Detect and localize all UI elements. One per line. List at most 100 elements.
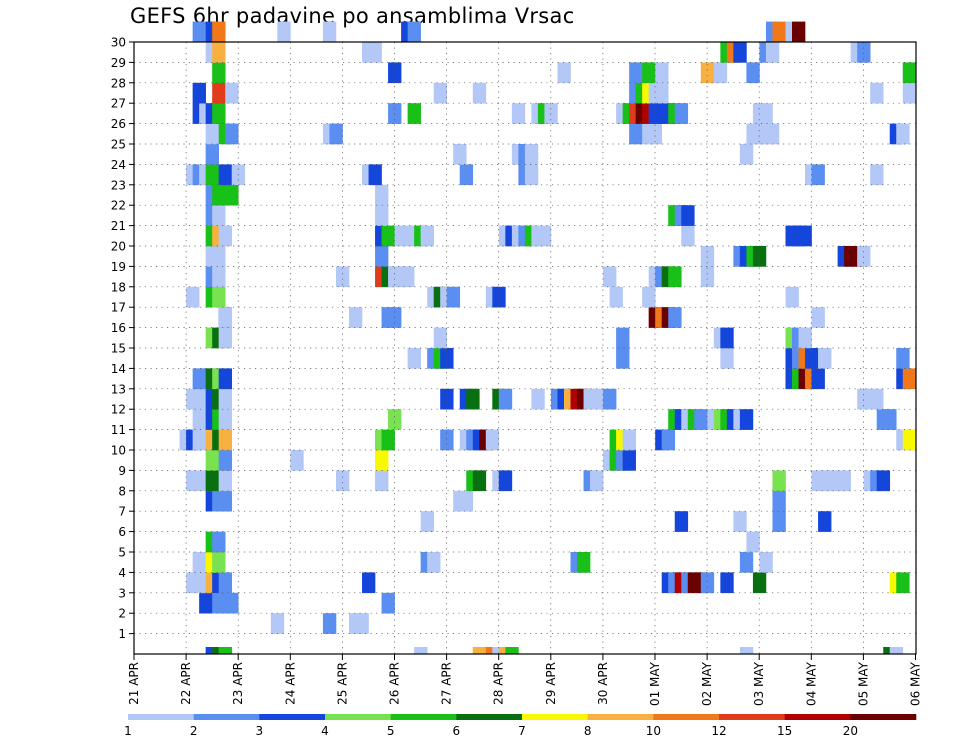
heatmap-cell [642, 62, 656, 84]
heatmap-cell [218, 409, 233, 430]
colorbar-label: 4 [321, 724, 329, 738]
heatmap-cell [433, 82, 448, 104]
heatmap-cell [498, 388, 513, 410]
heatmap-cell [772, 511, 786, 532]
heatmap-cell [446, 286, 461, 308]
heatmap-cell [485, 429, 500, 451]
heatmap-cell [537, 225, 552, 247]
heatmap-cell [414, 647, 428, 654]
y-tick-label: 21 [111, 219, 126, 233]
heatmap-cell [498, 470, 513, 492]
heatmap-cell [453, 144, 467, 165]
heatmap-cell [772, 470, 786, 492]
x-tick-label: 27 APR [440, 662, 454, 705]
heatmap-cell [218, 572, 233, 594]
heatmap-cell [889, 647, 904, 654]
heatmap-cell [739, 647, 754, 654]
heatmap-cell [603, 266, 617, 288]
y-tick-label: 13 [111, 382, 126, 396]
heatmap-cell [765, 123, 780, 145]
heatmap-cell [713, 62, 728, 84]
heatmap-cell [902, 368, 917, 390]
colorbar-segment [522, 714, 588, 720]
x-axis-ticks: 21 APR 22 APR 23 APR 24 APR 25 APR 26 APR 27 A… [127, 654, 923, 706]
heatmap-cell [212, 531, 226, 553]
heatmap-cell [329, 123, 343, 145]
y-tick-label: 25 [111, 138, 126, 152]
heatmap-cell [798, 327, 812, 349]
heatmap-cell [368, 42, 382, 63]
x-tick-label: 03 MAY [752, 661, 766, 706]
y-tick-label: 7 [118, 505, 126, 519]
heatmap-cell [407, 103, 421, 124]
heatmap-cell [511, 103, 526, 124]
heatmap-cell [212, 552, 226, 573]
heatmap-cell [375, 205, 389, 226]
heatmap-cell [655, 62, 669, 84]
y-tick-label: 20 [111, 240, 126, 254]
heatmap-cell [212, 42, 226, 63]
heatmap-cell [837, 470, 851, 492]
heatmap-cell [524, 164, 539, 186]
colorbar-label: 1 [124, 724, 132, 738]
heatmap-cell [205, 164, 219, 186]
heatmap-cell [205, 470, 219, 492]
heatmap-cell [440, 388, 454, 410]
heatmap-cell [590, 470, 604, 492]
heatmap-cell [603, 388, 617, 410]
heatmap-cell [375, 184, 389, 206]
heatmap-cell [218, 429, 233, 451]
heatmap-cell [720, 348, 734, 369]
heatmap-cell [746, 531, 760, 553]
y-tick-label: 29 [111, 56, 126, 70]
heatmap-cell [472, 470, 487, 492]
colorbar-label: 8 [584, 724, 592, 738]
heatmap-cell [401, 266, 415, 288]
heatmap-cell [733, 42, 747, 63]
heatmap-cell [407, 348, 421, 369]
heatmap-cell [811, 368, 825, 390]
heatmap-cell [681, 205, 695, 226]
heatmap-cell [290, 450, 304, 471]
y-tick-label: 30 [111, 36, 126, 50]
heatmap-cell [381, 429, 395, 451]
heatmap-cell [759, 552, 773, 573]
heatmap-cell [896, 572, 910, 594]
heatmap-cell [218, 327, 233, 349]
heatmap-cell [322, 21, 337, 43]
heatmap-cell [218, 307, 233, 328]
y-tick-label: 9 [118, 464, 126, 478]
heatmap-cell [902, 82, 917, 104]
heatmap-cell [420, 225, 434, 247]
heatmap-cell [811, 164, 825, 186]
colorbar-segment [325, 714, 391, 720]
heatmap-cell [368, 164, 382, 186]
heatmap-cell [212, 286, 226, 308]
y-tick-label: 27 [111, 97, 126, 111]
heatmap-cell [225, 82, 239, 104]
heatmap-cell [811, 307, 825, 328]
colorbar-segment [193, 714, 260, 720]
heatmap-cell [212, 82, 226, 104]
heatmap-cell [857, 42, 871, 63]
heatmap-cell [870, 388, 884, 410]
heatmap-cell [459, 490, 474, 512]
heatmap-cell [668, 266, 682, 288]
y-tick-label: 16 [111, 321, 126, 335]
colorbar-label: 5 [387, 724, 395, 738]
heatmap-cell [270, 613, 285, 634]
heatmap-cell [505, 647, 519, 654]
heatmap-cell [218, 470, 233, 492]
heatmap-cells [179, 21, 917, 654]
heatmap-cell [322, 613, 337, 634]
x-tick-label: 25 APR [335, 662, 349, 705]
y-tick-label: 10 [111, 444, 126, 458]
colorbar-label: 12 [711, 724, 726, 738]
heatmap-cell [661, 429, 676, 451]
heatmap-cell [700, 266, 715, 288]
heatmap-cell [870, 82, 884, 104]
x-tick-label: 23 APR [231, 662, 245, 705]
heatmap-cell [335, 266, 350, 288]
colorbar-label: 15 [777, 724, 792, 738]
x-tick-label: 26 APR [388, 662, 402, 705]
